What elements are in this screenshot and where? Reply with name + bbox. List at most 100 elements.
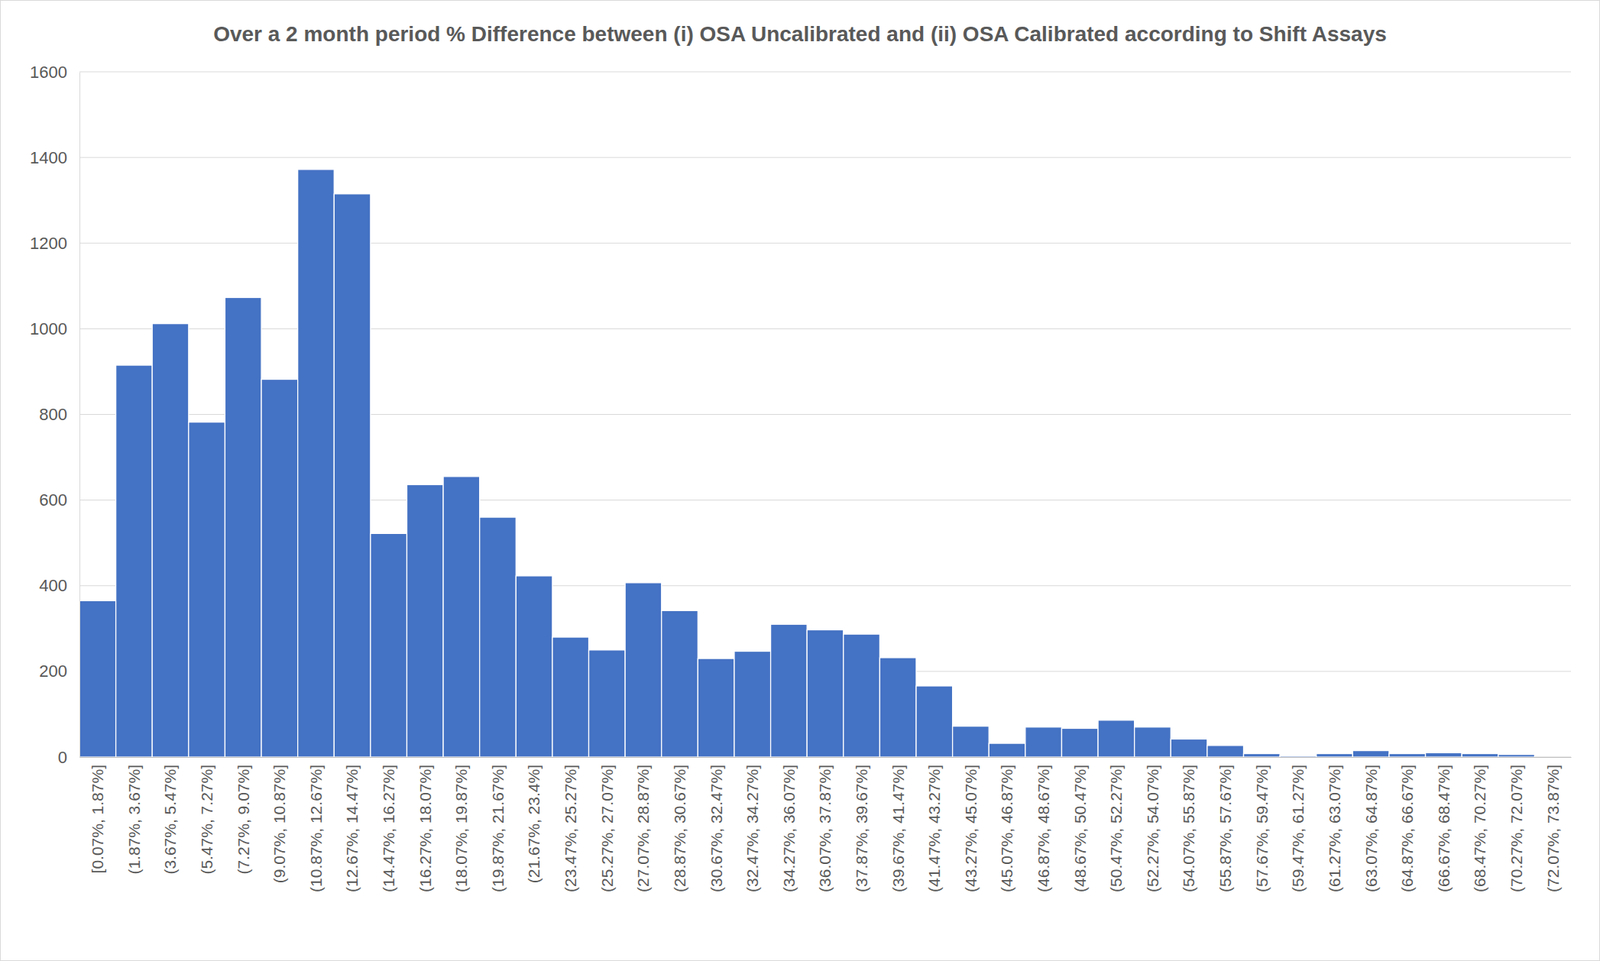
x-tick-label: (39.67%, 41.47%] [889, 764, 907, 893]
x-tick-label: [0.07%, 1.87%] [88, 764, 107, 874]
x-tick-label: (50.47%, 52.27%] [1107, 764, 1125, 893]
y-tick-label: 1200 [29, 233, 68, 253]
bar [406, 484, 444, 758]
x-tick-label: (59.47%, 61.27%] [1289, 764, 1307, 893]
y-tick: 1000 [29, 319, 80, 339]
bar [879, 657, 917, 758]
bar [1425, 752, 1463, 758]
x-tick: (52.27%, 54.07%] [1143, 757, 1162, 893]
bar [515, 576, 553, 758]
x-tick-label: (23.47%, 25.27%] [561, 764, 580, 893]
y-tick-label: 400 [38, 576, 68, 596]
x-tick: (43.27%, 45.07%] [961, 757, 980, 893]
x-tick: (23.47%, 25.27%] [561, 757, 580, 893]
x-tick: (34.27%, 36.07%] [780, 757, 798, 893]
y-tick: 0 [58, 748, 80, 768]
bar [116, 365, 153, 758]
x-tick-label: (64.87%, 66.67%] [1398, 764, 1416, 893]
x-tick-label: (3.67%, 5.47%] [161, 764, 179, 875]
x-tick-label: (45.07%, 46.87%] [997, 764, 1016, 893]
bar [479, 517, 517, 758]
chart-border [0, 0, 1600, 961]
x-tick: (66.67%, 68.47%] [1434, 757, 1453, 893]
bar [1279, 755, 1317, 758]
y-tick-label: 1600 [29, 62, 68, 82]
x-tick: (32.47%, 34.27%] [743, 757, 762, 893]
bar [734, 651, 771, 758]
x-tick: [0.07%, 1.87%] [88, 757, 107, 874]
bar [1352, 751, 1390, 758]
x-tick-label: (10.87%, 12.67%] [307, 764, 325, 893]
x-tick: (39.67%, 41.47%] [889, 757, 907, 893]
x-tick-label: (46.87%, 48.67%] [1034, 764, 1053, 893]
x-tick-label: (70.27%, 72.07%] [1507, 764, 1526, 893]
x-tick: (21.67%, 23.4%] [524, 757, 543, 884]
x-tick-label: (27.07%, 28.87%] [634, 764, 652, 893]
x-tick: (46.87%, 48.67%] [1034, 757, 1053, 893]
bar [1534, 756, 1571, 758]
x-tick: (3.67%, 5.47%] [161, 757, 179, 875]
x-tick-label: (61.27%, 63.07%] [1325, 764, 1344, 893]
x-tick: (36.07%, 37.87%] [816, 757, 834, 893]
x-tick: (57.67%, 59.47%] [1253, 757, 1271, 893]
x-tick-label: (41.47%, 43.27%] [925, 764, 943, 893]
x-tick: (12.67%, 14.47%] [343, 757, 361, 893]
x-tick: (59.47%, 61.27%] [1289, 757, 1307, 893]
x-tick-label: (19.87%, 21.67%] [489, 764, 507, 893]
x-tick-label: (14.47%, 16.27%] [379, 764, 398, 893]
x-tick: (70.27%, 72.07%] [1507, 757, 1526, 893]
x-tick-label: (16.27%, 18.07%] [416, 764, 435, 893]
bars [79, 169, 1535, 758]
y-tick: 400 [38, 576, 80, 596]
y-tick: 1400 [29, 148, 80, 168]
x-tick: (54.07%, 55.87%] [1179, 757, 1198, 893]
x-tick: (41.47%, 43.27%] [925, 757, 943, 893]
x-axis-line [80, 757, 1572, 758]
chart: Over a 2 month period % Difference betwe… [0, 0, 1600, 961]
y-tick-label: 1000 [29, 319, 68, 339]
y-tick: 1600 [29, 62, 80, 82]
x-tick: (72.07%, 73.87%] [1544, 757, 1562, 893]
bar [1389, 754, 1426, 758]
x-tick-label: (7.27%, 9.07%] [234, 764, 253, 875]
bar [952, 726, 990, 758]
x-tick-label: (66.67%, 68.47%] [1434, 764, 1453, 893]
y-axis-line [79, 72, 81, 758]
x-tick-label: (32.47%, 34.27%] [743, 764, 762, 893]
bar [1207, 745, 1244, 758]
grid-line [79, 71, 1571, 73]
x-tick: (28.87%, 30.67%] [670, 757, 689, 893]
x-tick-label: (57.67%, 59.47%] [1253, 764, 1271, 893]
x-tick-label: (43.27%, 45.07%] [961, 764, 980, 893]
bar [152, 323, 189, 758]
x-tick-label: (36.07%, 37.87%] [816, 764, 834, 893]
chart-title: Over a 2 month period % Difference betwe… [213, 22, 1387, 46]
bar [1134, 727, 1172, 758]
bar [770, 624, 808, 758]
x-tick: (18.07%, 19.87%] [452, 757, 470, 893]
bar [261, 379, 298, 758]
bar [916, 686, 953, 758]
x-tick-label: (68.47%, 70.27%] [1470, 764, 1489, 893]
x-tick-label: (63.07%, 64.87%] [1361, 764, 1380, 893]
bar [333, 194, 371, 758]
y-tick-label: 0 [58, 748, 68, 768]
x-tick-label: (18.07%, 19.87%] [452, 764, 470, 893]
x-tick: (48.67%, 50.47%] [1071, 757, 1089, 893]
y-tick-label: 800 [38, 404, 68, 425]
y-tick: 1200 [29, 233, 80, 253]
x-tick: (16.27%, 18.07%] [416, 757, 435, 893]
grid-line [79, 157, 1571, 159]
x-tick: (68.47%, 70.27%] [1470, 757, 1489, 893]
x-tick-label: (72.07%, 73.87%] [1544, 764, 1562, 893]
y-axis: 0 200 400 600 800 1000 1200 1400 1600 [29, 62, 80, 768]
bar [297, 169, 335, 758]
x-tick-label: (9.07%, 10.87%] [270, 764, 289, 884]
grid [79, 71, 1571, 758]
x-tick-label: (30.67%, 32.47%] [707, 764, 726, 893]
x-tick-label: (37.87%, 39.67%] [852, 764, 871, 893]
y-tick-label: 200 [38, 661, 68, 681]
bar [552, 637, 590, 758]
x-tick: (45.07%, 46.87%] [997, 757, 1016, 893]
y-tick-label: 600 [38, 490, 68, 510]
